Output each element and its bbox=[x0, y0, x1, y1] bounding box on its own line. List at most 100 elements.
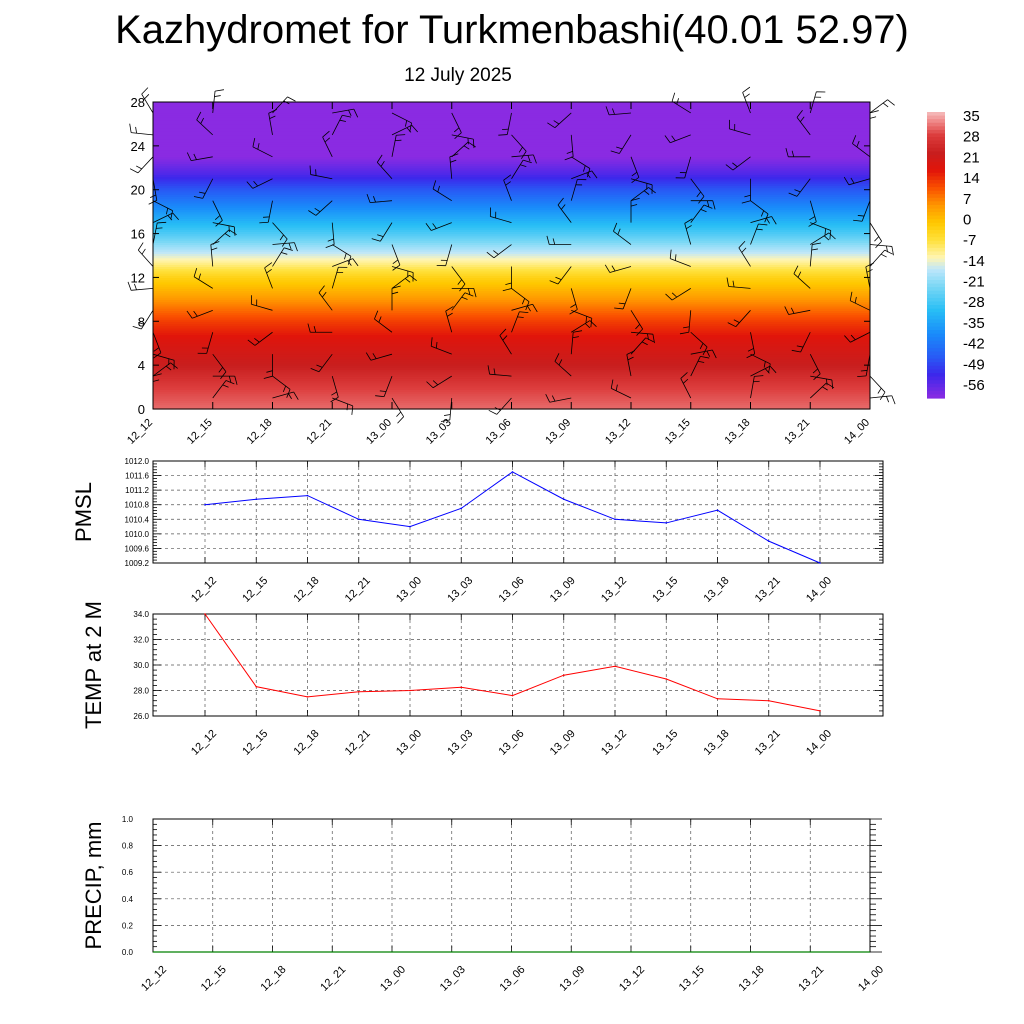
wind-barb-staff bbox=[264, 267, 273, 289]
wind-barb-staff bbox=[152, 362, 171, 377]
wind-barb-staff bbox=[370, 200, 393, 203]
wind-barb-staff bbox=[554, 112, 572, 128]
wind-barb-flag bbox=[586, 168, 591, 178]
heatmap-band bbox=[153, 194, 870, 197]
colorbar-swatch bbox=[927, 315, 945, 320]
wind-barb-staff bbox=[861, 200, 871, 222]
y-tick-label: 34.0 bbox=[133, 610, 149, 619]
wind-barb-flag bbox=[259, 221, 269, 224]
wind-barb-flag bbox=[309, 165, 312, 175]
heatmap-band bbox=[153, 233, 870, 237]
wind-barb-flag bbox=[857, 375, 867, 378]
x-tick-label: 13_03 bbox=[445, 575, 475, 605]
colorbar-swatch bbox=[927, 187, 945, 192]
pmsl-point bbox=[716, 509, 719, 511]
wind-barb-flag bbox=[228, 376, 232, 383]
wind-barb-flag bbox=[392, 264, 401, 271]
precip-ticks bbox=[152, 818, 882, 953]
colorbar-swatch bbox=[927, 204, 945, 210]
wind-barb-flag bbox=[809, 216, 816, 221]
colorbar-swatch bbox=[927, 222, 945, 227]
wind-barb-staff bbox=[391, 135, 397, 157]
wind-barb-flag bbox=[264, 262, 273, 269]
wind-barb-flag bbox=[676, 98, 679, 105]
colorbar-swatch bbox=[927, 258, 945, 263]
wind-barb-flag bbox=[266, 268, 272, 274]
pmsl-point bbox=[409, 525, 411, 528]
wind-barb-flag bbox=[797, 271, 802, 278]
y-tick-label: 0.6 bbox=[122, 868, 134, 877]
wind-barb-flag bbox=[545, 393, 551, 403]
wind-barb-flag bbox=[464, 292, 474, 297]
temp-point bbox=[204, 613, 206, 615]
wind-barb-flag bbox=[339, 119, 346, 122]
colorbar-label: -28 bbox=[963, 294, 985, 311]
wind-barb-flag bbox=[493, 250, 499, 255]
wind-barb-staff bbox=[192, 309, 213, 319]
wind-barb-staff bbox=[451, 112, 462, 133]
wind-barb-flag bbox=[641, 341, 648, 346]
heatmap-band bbox=[153, 299, 870, 303]
heatmap-band bbox=[153, 360, 870, 364]
wind-barb-staff bbox=[451, 134, 474, 140]
wind-barb-flag bbox=[790, 307, 795, 314]
heatmap-band bbox=[153, 338, 870, 342]
heatmap-band bbox=[153, 349, 870, 353]
heatmap-band bbox=[153, 316, 870, 320]
colorbar-swatch bbox=[927, 162, 945, 167]
pmsl-ylabel: PMSL bbox=[71, 482, 96, 542]
wind-barb-flag bbox=[570, 303, 577, 308]
chart-date: 12 July 2025 bbox=[404, 65, 512, 86]
wind-barb-staff bbox=[451, 292, 466, 311]
wind-barb-staff bbox=[152, 212, 173, 223]
wind-barb-flag bbox=[286, 389, 291, 398]
colorbar-swatch bbox=[927, 301, 945, 306]
colorbar-swatch bbox=[927, 390, 945, 396]
x-tick-label: 12_12 bbox=[189, 728, 219, 758]
y-tick-label: 0.8 bbox=[122, 842, 134, 851]
heatmap-band bbox=[153, 240, 870, 243]
wind-barb-staff bbox=[391, 124, 412, 136]
wind-barb-flag bbox=[454, 132, 462, 139]
wind-barb-flag bbox=[636, 328, 643, 336]
wind-barb-flag bbox=[746, 353, 755, 359]
wind-barb-flag bbox=[733, 319, 740, 323]
heatmap-band bbox=[153, 183, 870, 186]
heatmap-band bbox=[153, 332, 870, 336]
wind-barb-flag bbox=[365, 352, 372, 361]
wind-barb-flag bbox=[211, 247, 218, 251]
wind-barb-flag bbox=[794, 189, 801, 193]
colorbar-swatch bbox=[927, 387, 945, 392]
wind-barb-flag bbox=[853, 219, 863, 222]
wind-barb-staff bbox=[809, 244, 813, 267]
pmsl-point bbox=[255, 498, 258, 501]
wind-barb-staff bbox=[511, 303, 533, 311]
heatmap-band bbox=[153, 115, 870, 118]
wind-barb-flag bbox=[224, 233, 231, 238]
wind-barb-staff bbox=[391, 274, 410, 289]
wind-barb-staff bbox=[331, 115, 343, 136]
wind-barb-staff bbox=[391, 397, 404, 417]
wind-barb-staff bbox=[796, 178, 811, 197]
colorbar-label: 14 bbox=[963, 170, 980, 187]
wind-barb-flag bbox=[344, 253, 347, 260]
x-tick-label: 12_18 bbox=[259, 964, 289, 994]
wind-barb-staff bbox=[690, 356, 701, 377]
wind-barb-staff bbox=[272, 391, 294, 399]
wind-barb-staff bbox=[800, 332, 811, 353]
x-tick-label: 13_09 bbox=[543, 417, 573, 447]
wind-barb-flag bbox=[233, 226, 236, 236]
wind-barb-flag bbox=[186, 310, 193, 319]
x-tick-label: 12_15 bbox=[240, 575, 270, 605]
pmsl-point bbox=[306, 494, 309, 497]
wind-barb-staff bbox=[212, 222, 235, 228]
wind-barb-flag bbox=[652, 334, 655, 344]
wind-barb-flag bbox=[610, 150, 620, 154]
heatmap-band bbox=[153, 389, 870, 393]
wind-barb-flag bbox=[849, 291, 853, 301]
wind-barb-flag bbox=[727, 322, 736, 328]
wind-barb-flag bbox=[706, 350, 711, 357]
wind-barb-staff bbox=[688, 310, 692, 333]
heatmap-band bbox=[153, 369, 870, 373]
heatmap-band bbox=[153, 362, 870, 366]
